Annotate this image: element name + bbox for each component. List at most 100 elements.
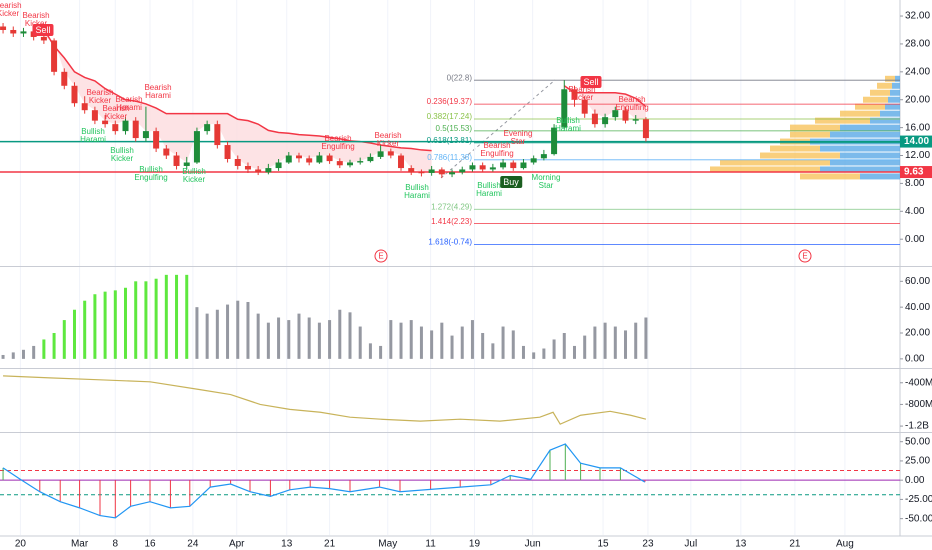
bar: [256, 313, 260, 359]
candle-body: [357, 161, 364, 163]
price-badge-label: 9.63: [904, 167, 924, 178]
line: [3, 375, 647, 425]
bar: [460, 326, 464, 359]
candle-body: [622, 110, 629, 121]
annotation: Bearish Kicker: [0, 1, 22, 18]
candle-body: [602, 117, 609, 125]
fib-anchor: [440, 79, 556, 179]
candle-body: [306, 158, 313, 163]
annotation: Bullish Harami: [80, 127, 106, 144]
profile-up: [840, 152, 900, 159]
candle-body: [336, 161, 343, 166]
candle-body: [265, 168, 272, 173]
annotation: Bearish Engulfing: [480, 141, 514, 158]
oscillator-line: [2, 443, 646, 519]
y-tick-label: 0.00: [905, 353, 925, 364]
fib-label: 0.786(11.38): [427, 153, 472, 162]
y-tick-label: 20.00: [905, 328, 930, 339]
x-tick-label: 13: [281, 539, 293, 550]
y-tick-label: 40.00: [905, 302, 930, 313]
x-tick-label: 23: [642, 539, 654, 550]
profile-down: [790, 131, 830, 138]
bar: [470, 320, 474, 359]
candle-body: [71, 85, 78, 104]
bar: [297, 313, 301, 359]
bar: [328, 320, 332, 359]
candle-body: [326, 155, 333, 162]
x-tick-label: 19: [469, 539, 481, 550]
bar: [124, 287, 128, 359]
candle-body: [40, 36, 47, 41]
candle-body: [163, 148, 170, 156]
candle-body: [632, 119, 639, 121]
annotation: Evening Star: [503, 129, 533, 146]
bar: [164, 274, 168, 359]
y-tick-label: 4.00: [905, 206, 925, 217]
profile-down: [840, 110, 880, 117]
annotation: Bearish Harami: [144, 83, 172, 100]
y-tick-label: -50.00: [905, 513, 932, 524]
bar: [603, 322, 607, 359]
annotation: Bearish Kicker: [568, 85, 596, 102]
bar: [613, 326, 617, 359]
x-tick-label: 16: [144, 539, 156, 550]
candle-body: [418, 172, 425, 174]
x-tick-label: 11: [425, 539, 436, 550]
y-tick-label: 28.00: [905, 39, 930, 50]
bar: [42, 339, 46, 359]
candle-body: [132, 120, 139, 139]
candle-body: [214, 124, 221, 146]
bar: [450, 335, 454, 359]
bar: [103, 291, 107, 359]
fib-label: 1.272(4.29): [431, 202, 472, 211]
fib-label: 0.236(19.37): [427, 97, 473, 106]
profile-up: [820, 145, 900, 152]
bar: [246, 301, 250, 359]
candle-body: [193, 131, 200, 163]
profile-up: [840, 124, 900, 131]
candle-body: [61, 71, 68, 86]
candle-body: [0, 26, 7, 30]
bar: [348, 312, 352, 359]
bar: [542, 348, 546, 359]
candle-body: [469, 165, 476, 170]
candle-body: [51, 40, 58, 72]
annotation: Bearish Kicker: [22, 11, 50, 28]
bar: [634, 322, 638, 359]
x-tick-label: 13: [735, 539, 747, 550]
candle-body: [408, 168, 415, 173]
candle-body: [112, 124, 119, 132]
profile-up: [880, 110, 900, 117]
fib-label: 0.5(15.53): [436, 124, 473, 133]
annotation: Bearish Harami: [115, 95, 143, 112]
x-tick-label: 24: [187, 539, 199, 550]
bar: [1, 354, 5, 359]
profile-up: [885, 103, 900, 110]
annotation: Sell: [32, 24, 54, 36]
bar: [399, 322, 403, 359]
candle-body: [540, 154, 547, 159]
annotation: E: [374, 249, 388, 263]
bar: [317, 322, 321, 359]
bar: [32, 345, 36, 359]
y-tick-label: -25.00: [905, 494, 932, 505]
x-tick-label: Apr: [229, 539, 245, 550]
candle-body: [234, 159, 241, 166]
x-tick-label: 20: [15, 539, 27, 550]
candle-body: [387, 151, 394, 156]
y-tick-label: 32.00: [905, 11, 930, 22]
candle-body: [500, 162, 507, 168]
trail-cloud: [564, 85, 646, 120]
profile-down: [885, 75, 895, 82]
bar: [72, 309, 76, 359]
candle-body: [449, 172, 456, 175]
y-tick-label: -1.2B: [905, 421, 929, 432]
bar: [134, 281, 138, 359]
candle-body: [295, 155, 302, 159]
y-tick-label: 12.00: [905, 150, 930, 161]
x-tick-label: Aug: [836, 539, 854, 550]
annotation: Bearish Engulfing: [321, 134, 355, 151]
annotation: Morning Star: [531, 173, 561, 190]
bar: [521, 345, 525, 359]
y-tick-label: 25.00: [905, 456, 930, 467]
